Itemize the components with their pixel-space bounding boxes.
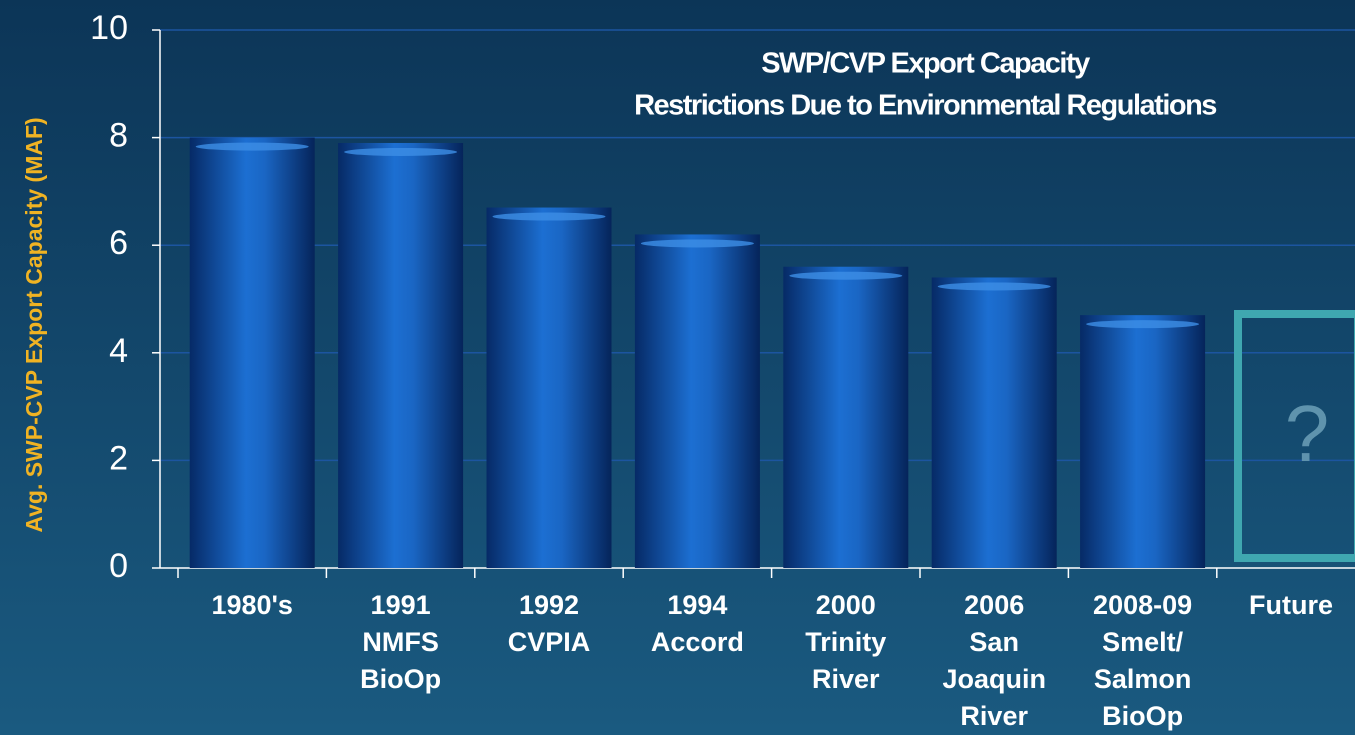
x-tick-label: Joaquin (942, 664, 1046, 694)
x-tick-label: Salmon (1094, 664, 1192, 694)
x-tick-label: San (969, 627, 1019, 657)
y-tick-label: 0 (109, 547, 128, 585)
bar (1080, 315, 1206, 568)
title-line: SWP/CVP Export Capacity (761, 48, 1090, 80)
chart-title: SWP/CVP Export Capacity Restrictions Due… (634, 48, 1218, 122)
x-tick-label: 2006 (964, 590, 1024, 620)
x-tick-label: Future (1249, 590, 1333, 620)
x-tick-label: BioOp (1102, 701, 1183, 731)
placeholder-box (1234, 310, 1355, 562)
x-tick-label: 1991 (371, 590, 431, 620)
bar (783, 266, 909, 568)
y-tick-label: 6 (109, 224, 128, 262)
y-tick-label: 4 (109, 332, 128, 370)
bar (931, 277, 1057, 568)
bar-highlight (937, 282, 1051, 291)
x-tick-label: NMFS (362, 627, 439, 657)
y-axis-label: Avg. SWP-CVP Export Capacity (MAF) (21, 117, 47, 532)
x-tick-label: 2008-09 (1093, 590, 1192, 620)
bar-highlight (640, 239, 754, 248)
x-tick-label: 1994 (667, 590, 727, 620)
x-tick-label: Trinity (805, 627, 886, 657)
title-line: Restrictions Due to Environmental Regula… (634, 90, 1216, 122)
bar (338, 142, 464, 569)
y-tick-label: 2 (109, 439, 128, 477)
x-tick-label: Smelt/ (1102, 627, 1184, 657)
x-tick-label: 1992 (519, 590, 579, 620)
bar-highlight (195, 142, 309, 151)
x-tick-label: CVPIA (508, 627, 591, 657)
x-tick-label: Accord (651, 627, 744, 657)
x-tick-label: BioOp (360, 664, 441, 694)
bar-highlight (789, 271, 903, 280)
x-tick-label: 1980's (211, 590, 293, 620)
bar-highlight (344, 147, 458, 156)
bar-highlight (492, 212, 606, 221)
bar-highlight (1086, 320, 1200, 329)
annotation: ? (1285, 389, 1330, 478)
x-tick-label: River (960, 701, 1028, 731)
bar (634, 234, 760, 568)
bar (486, 207, 612, 569)
y-tick-label: 10 (90, 9, 128, 47)
x-tick-label: River (812, 664, 880, 694)
bar (189, 137, 315, 568)
y-tick-label: 8 (109, 117, 128, 155)
x-tick-label: 2000 (816, 590, 876, 620)
